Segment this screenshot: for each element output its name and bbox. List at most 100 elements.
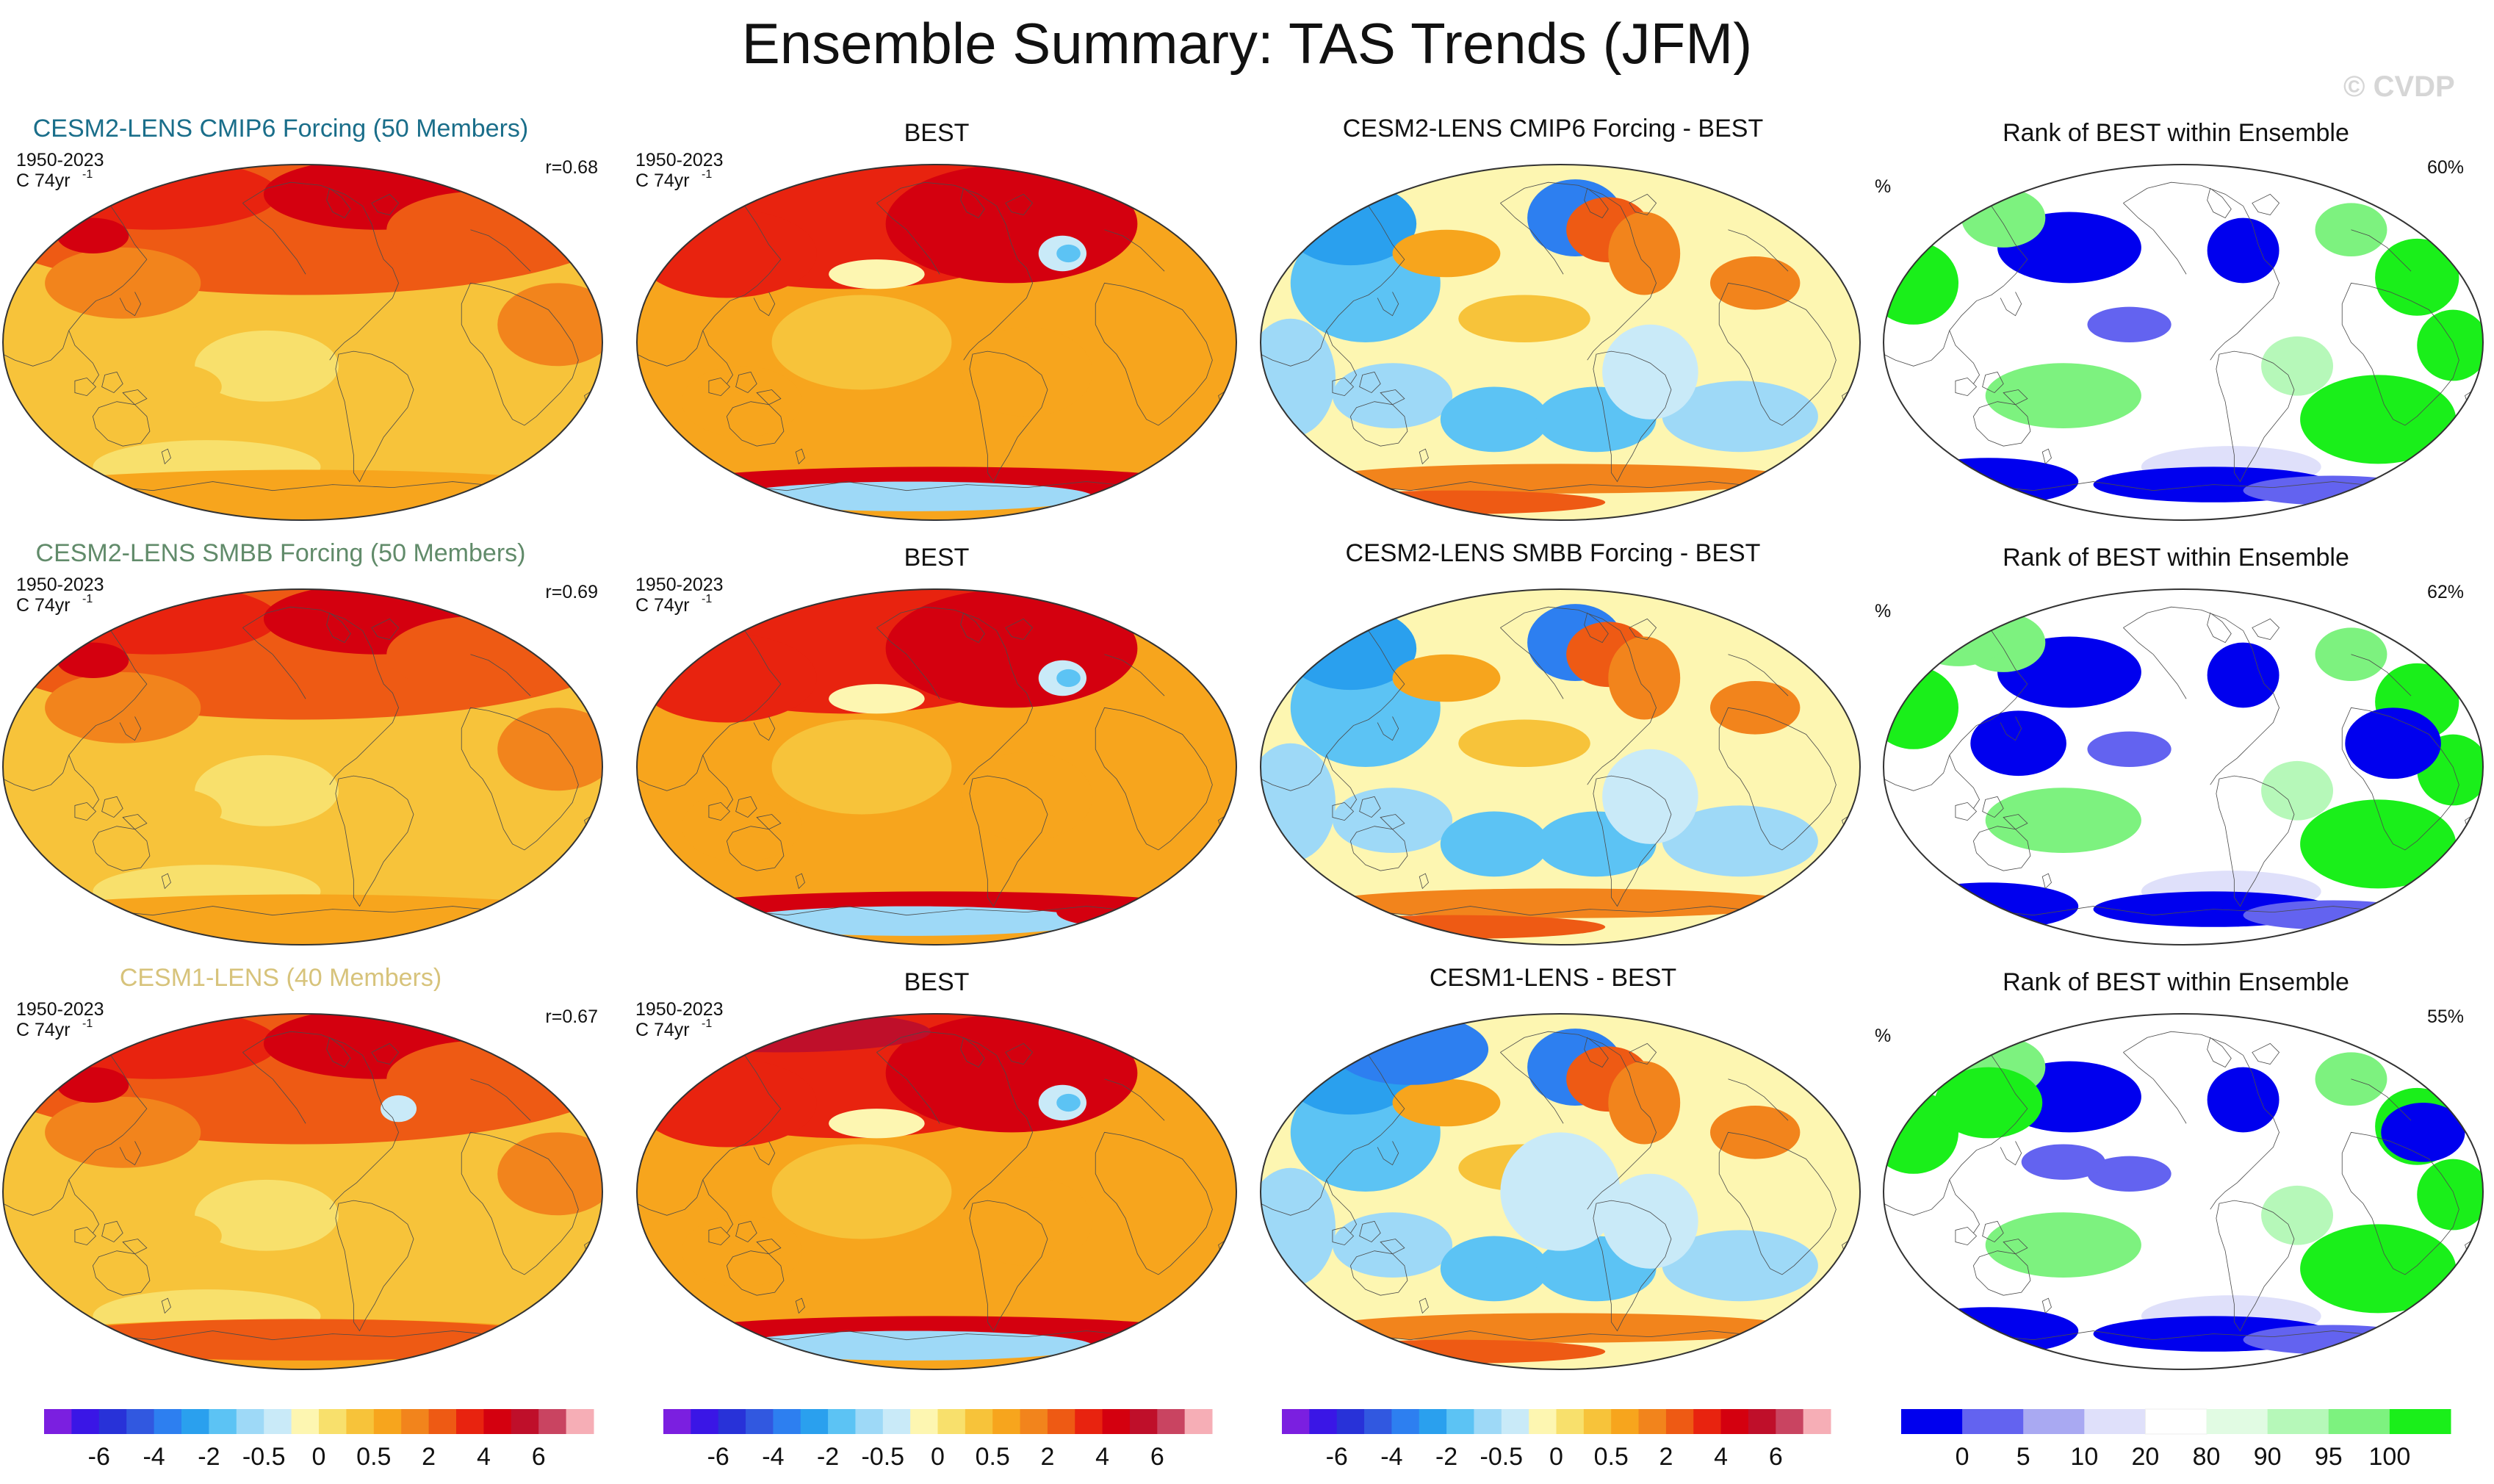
colorbar-swatch	[483, 1409, 512, 1434]
map-border	[1260, 164, 1861, 521]
colorbar-swatch	[1020, 1409, 1048, 1434]
map-field	[1884, 589, 2483, 945]
units-label: C 74yr	[16, 595, 71, 616]
colorbar-swatch	[291, 1409, 320, 1434]
map-contour-region	[2300, 375, 2457, 464]
map-contour-region	[1710, 681, 1801, 735]
panel-diff-row3: CESM1-LENS - BEST	[1260, 964, 1861, 1370]
colorbar-swatch	[1611, 1409, 1640, 1434]
map-border	[2, 164, 603, 521]
map-contour-region	[1332, 1014, 1489, 1085]
colorbar-swatch	[1474, 1409, 1502, 1434]
map-contour-region	[3, 469, 602, 520]
colorbar-tick-label: 95	[2315, 1443, 2343, 1471]
colorbar-swatch	[1282, 1409, 1310, 1434]
map-border	[636, 588, 1237, 945]
model-title: CESM2-LENS CMIP6 Forcing (50 Members)	[33, 115, 529, 143]
difference-title: CESM1-LENS - BEST	[1430, 964, 1676, 992]
map-contour-region	[1884, 666, 1959, 749]
map-contour-region	[1392, 1078, 1501, 1127]
map-contour-region	[1710, 256, 1801, 310]
colorbar-swatch	[800, 1409, 829, 1434]
colorbar-tick-label: 6	[1150, 1443, 1164, 1471]
map-contour-region	[960, 327, 1093, 417]
map-contour-region	[2087, 306, 2172, 342]
map-contour-region	[497, 1132, 602, 1216]
period-label: 1950-2023	[635, 574, 724, 595]
map-contour-region	[1440, 1236, 1549, 1302]
obs-title: BEST	[904, 544, 970, 572]
colorbar-tick-label: 6	[532, 1443, 546, 1471]
map-contour-region	[57, 642, 129, 678]
colorbar-tick-label: 2	[1659, 1443, 1673, 1471]
colorbar-swatch	[346, 1409, 375, 1434]
colorbar-swatch	[1803, 1409, 1831, 1434]
map-border	[1260, 1013, 1861, 1370]
map-border	[636, 164, 1237, 521]
panel-model-row1: CESM2-LENS CMIP6 Forcing (50 Members) 195…	[2, 115, 603, 521]
panel-model-row2: CESM2-LENS SMBB Forcing (50 Members) 1950…	[2, 539, 603, 945]
map-contour-region	[2375, 238, 2459, 316]
colorbar-tick-label: 4	[477, 1443, 491, 1471]
colorbar-swatch	[1102, 1409, 1131, 1434]
model-title: CESM1-LENS (40 Members)	[120, 964, 442, 992]
colorbar-swatch	[236, 1409, 264, 1434]
colorbar-tick-label: 0	[1956, 1443, 1969, 1471]
map-contour-region	[1458, 719, 1590, 767]
colorbar-tick-label: 0.5	[976, 1443, 1010, 1471]
map-field	[637, 1014, 1236, 1369]
colorbar-tick-label: -4	[762, 1443, 784, 1471]
map-contour-region	[2243, 900, 2423, 930]
colorbar-tick-label: 0.5	[1594, 1443, 1629, 1471]
cvdp-watermark: © CVDP	[2343, 71, 2455, 103]
map-contour-region	[682, 790, 802, 862]
colorbar-tick-label: -6	[1326, 1443, 1348, 1471]
colorbar-swatch	[456, 1409, 484, 1434]
colorbar-tick-label: 2	[1040, 1443, 1054, 1471]
map-contour-region	[1608, 1061, 1681, 1145]
map-contour-region	[113, 363, 222, 411]
map-contour-region	[1332, 788, 1453, 853]
rank-title: Rank of BEST within Ensemble	[2003, 968, 2349, 996]
colorbar-tick-label: 4	[1095, 1443, 1109, 1471]
map-contour-region	[1961, 188, 2046, 248]
map-contour-region	[2261, 336, 2333, 396]
map-contour-region	[32, 1319, 573, 1361]
map-contour-region	[1305, 915, 1606, 939]
colorbar-swatch	[910, 1409, 938, 1434]
period-label: 1950-2023	[635, 150, 724, 170]
map-contour-region	[637, 209, 817, 298]
map-contour-region	[771, 719, 952, 815]
colorbar-swatch	[2389, 1409, 2451, 1434]
colorbar-swatch	[1075, 1409, 1103, 1434]
map-contour-region	[960, 752, 1093, 841]
colorbar-tick-label: -0.5	[242, 1443, 286, 1471]
map-contour-region	[195, 1179, 339, 1251]
rank-title: Rank of BEST within Ensemble	[2003, 544, 2349, 572]
colorbar-swatch	[746, 1409, 774, 1434]
map-contour-region	[45, 671, 201, 743]
map-border	[1260, 588, 1861, 945]
map-contour-region	[960, 1176, 1093, 1266]
colorbar-tick-label: -0.5	[1480, 1443, 1524, 1471]
colorbar-swatch	[538, 1409, 567, 1434]
colorbar-swatch	[2144, 1408, 2208, 1435]
map-contour-region	[1662, 1230, 1818, 1302]
colorbar-swatch	[264, 1409, 292, 1434]
map-contour-region	[45, 1096, 201, 1168]
colorbar-swatch	[1047, 1409, 1075, 1434]
map-contour-region	[1056, 897, 1177, 927]
map-contour-region	[1440, 386, 1549, 453]
map-contour-region	[732, 906, 1093, 936]
colorbar-tick-label: -6	[88, 1443, 110, 1471]
map-contour-region	[1898, 458, 2079, 505]
colorbar-swatch	[71, 1409, 100, 1434]
map-contour-region	[1602, 1173, 1698, 1269]
map-contour-region	[1898, 882, 2079, 930]
map-contour-region	[1662, 381, 1818, 453]
colorbar-swatch	[2206, 1409, 2268, 1434]
period-label: 1950-2023	[635, 999, 724, 1020]
colorbar-tick-label: 0.5	[356, 1443, 391, 1471]
map-field	[1261, 165, 1860, 520]
